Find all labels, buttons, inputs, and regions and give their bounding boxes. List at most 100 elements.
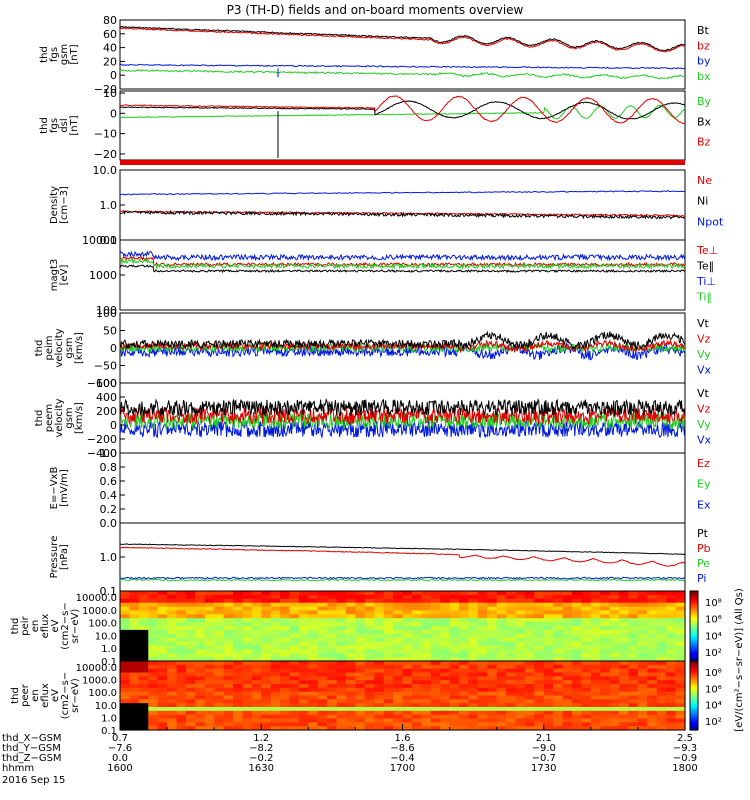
spec-cell [590,672,601,677]
spec-cell [656,680,667,685]
spec-cell [223,629,234,635]
spec-cell [487,637,498,643]
spec-cell [204,626,215,631]
spec-cell [364,602,375,608]
spec-cell [656,657,667,662]
spec-cell [138,687,149,693]
legend-Vz: Vz [697,333,711,346]
spec-cell [590,598,601,604]
spec-cell [656,641,667,647]
spec-cell [185,591,196,596]
spec-cell [562,602,573,608]
spec-cell [383,602,394,608]
spec-cell [656,664,667,670]
spec-cell [628,699,639,704]
spec-cell [553,618,564,623]
spec-cell [637,680,648,685]
spec-cell [383,606,394,612]
spec-cell [656,614,667,619]
ylabel-line: peim [44,335,55,360]
spec-cell [487,691,498,697]
spec-cell [138,699,149,704]
spec-cell [553,641,564,647]
spec-cell [223,633,234,639]
colorbar-cell [690,621,698,625]
spec-cell [477,629,488,635]
spec-cell [421,710,432,716]
spec-cell [628,641,639,647]
spec-cell [204,618,215,623]
spec-cell [261,641,272,647]
spec-cell [468,626,479,631]
spec-cell [176,610,187,615]
spec-cell [619,664,630,670]
spec-cell [129,629,140,635]
spec-cell [609,668,620,674]
spec-cell [524,695,535,700]
spec-cell [477,672,488,677]
spec-cell [487,699,498,704]
legend-Te⊥: Te⊥ [696,244,718,257]
spec-cell [459,606,469,612]
spec-cell [148,672,159,677]
spec-cell [261,661,272,666]
spec-cell [242,633,253,639]
flag-bar [120,160,685,165]
spec-cell [487,726,498,731]
spec-cell [430,629,441,635]
spec-cell [327,672,338,677]
spec-cell [440,657,451,662]
spec-cell [553,676,564,681]
spec-cell [411,610,422,615]
spec-cell [487,661,498,666]
series-Ni [119,209,686,220]
spec-cell [496,718,507,723]
spec-cell [421,629,432,635]
spec-cell [440,664,451,670]
spec-cell [393,680,404,685]
spec-cell [167,714,178,720]
spec-cell [251,622,262,627]
spec-cell [317,598,328,604]
spec-cell [524,684,535,689]
spec-cell [176,726,187,731]
spec-cell [430,637,441,643]
spec-cell [233,680,243,685]
spec-cell [534,703,545,708]
spec-cell [506,672,517,677]
spec-cell [619,618,630,623]
colorbar-cell [690,619,698,622]
spec-cell [120,637,130,643]
spec-cell [280,629,291,635]
spec-cell [459,649,469,654]
spec-cell [534,687,545,693]
spec-cell [251,602,262,608]
spec-cell [185,718,196,723]
spec-cell [421,626,432,631]
spec-cell [524,606,535,612]
spec-cell [477,637,488,643]
spec-cell [524,691,535,697]
spec-cell [148,602,159,608]
spec-cell [515,653,526,658]
spec-cell [317,602,328,608]
spec-cell [430,664,441,670]
spec-cell [411,695,422,700]
spec-cell [402,691,413,697]
spec-cell [298,699,309,704]
spec-cell [270,718,281,723]
spec-cell [449,618,460,623]
spec-cell [402,676,413,681]
spec-cell [609,645,620,650]
spec-cell [675,668,686,674]
spec-cell [637,591,648,596]
spec-cell [581,645,592,650]
spec-cell [129,672,140,677]
spec-cell [336,687,347,693]
panel-frame [119,452,686,524]
spec-cell [346,637,356,643]
spec-cell [553,633,564,639]
spec-cell [148,687,159,693]
spec-cell [383,664,394,670]
spec-cell [148,618,159,623]
